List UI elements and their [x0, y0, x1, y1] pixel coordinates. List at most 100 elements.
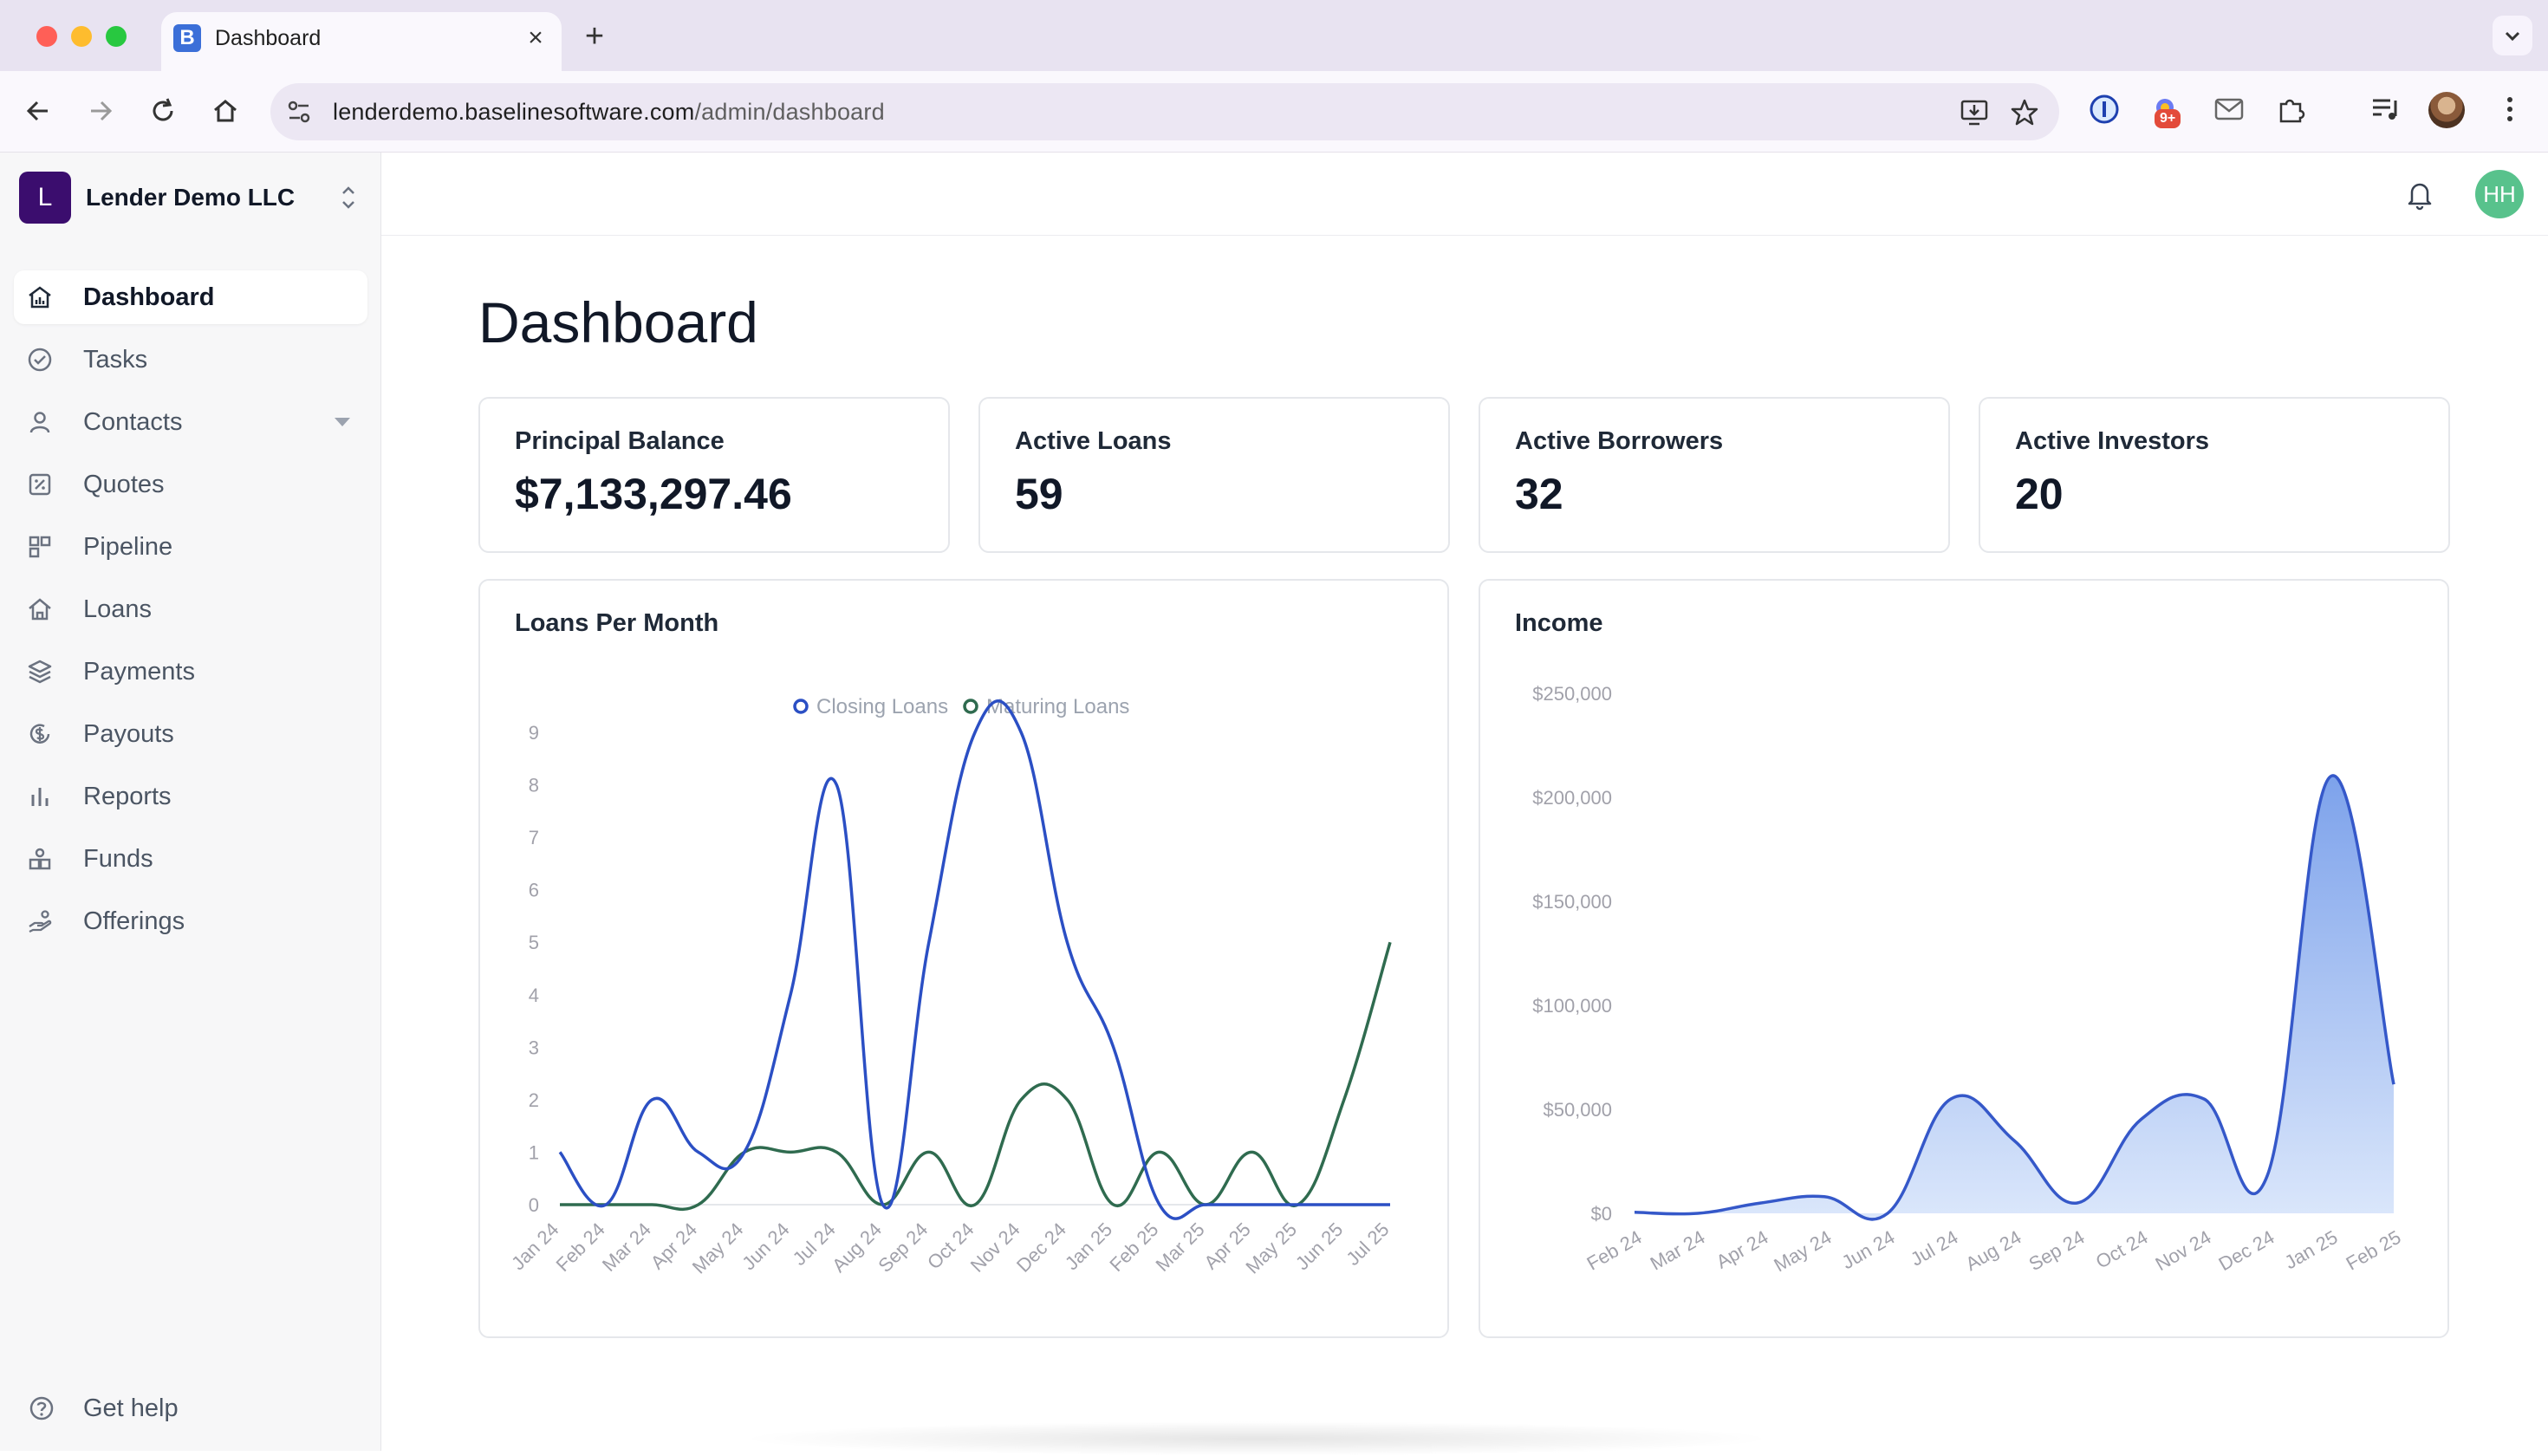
browser-tab-strip: B Dashboard × +: [0, 0, 2548, 71]
window-close-button[interactable]: [36, 26, 57, 47]
get-help-label: Get help: [83, 1394, 179, 1422]
url-text[interactable]: lenderdemo.baselinesoftware.com/admin/da…: [333, 97, 885, 127]
legend-label: Closing Loans: [816, 695, 948, 718]
browser-toolbar: lenderdemo.baselinesoftware.com/admin/da…: [0, 71, 2548, 153]
sidebar-item-label: Dashboard: [83, 283, 215, 311]
org-switcher[interactable]: L Lender Demo LLC: [19, 168, 362, 224]
series-line-closing-loans: [558, 699, 1390, 1220]
reload-button[interactable]: [142, 90, 184, 132]
sidebar-item-label: Funds: [83, 845, 153, 873]
x-tick-label: Feb 24: [1583, 1226, 1646, 1275]
sidebar-item-quotes[interactable]: Quotes: [14, 458, 367, 511]
window-zoom-button[interactable]: [106, 26, 127, 47]
stat-card-active-borrowers: Active Borrowers 32: [1479, 397, 1950, 553]
sidebar-item-label: Payments: [83, 658, 195, 686]
password-manager-extension-icon[interactable]: [2087, 92, 2122, 127]
sidebar-item-pipeline[interactable]: Pipeline: [14, 520, 367, 574]
sidebar: L Lender Demo LLC Dashboard Tasks Contac…: [0, 153, 381, 1451]
y-tick-label: 5: [529, 932, 539, 953]
y-tick-label: 7: [529, 827, 539, 848]
x-tick-label: Jun 24: [1838, 1226, 1899, 1274]
chevron-down-icon: [2505, 31, 2520, 42]
user-avatar[interactable]: HH: [2475, 170, 2524, 218]
media-controls-icon[interactable]: [2368, 92, 2402, 127]
org-name: Lender Demo LLC: [86, 184, 296, 211]
url-path: /admin/dashboard: [694, 99, 885, 125]
x-tick-label: Mar 25: [1152, 1219, 1209, 1276]
sidebar-item-funds[interactable]: Funds: [14, 832, 367, 886]
sidebar-item-offerings[interactable]: Offerings: [14, 894, 367, 948]
legend-item[interactable]: Closing Loans: [793, 695, 948, 718]
url-host: lenderdemo.baselinesoftware.com: [333, 99, 695, 125]
app: L Lender Demo LLC Dashboard Tasks Contac…: [0, 153, 2548, 1451]
bookmark-star-icon[interactable]: [2009, 97, 2040, 128]
x-tick-label: Feb 24: [552, 1219, 609, 1276]
forward-button[interactable]: [80, 90, 121, 132]
y-tick-label: $0: [1591, 1203, 1612, 1225]
browser-profile-avatar[interactable]: [2428, 92, 2465, 128]
sidebar-item-payments[interactable]: Payments: [14, 645, 367, 699]
browser-tab[interactable]: B Dashboard ×: [161, 12, 562, 71]
mail-extension-icon[interactable]: [2212, 92, 2246, 127]
x-tick-label: Jun 24: [738, 1219, 793, 1274]
x-tick-label: Mar 24: [1647, 1226, 1709, 1275]
address-bar[interactable]: lenderdemo.baselinesoftware.com/admin/da…: [270, 83, 2059, 140]
x-tick-label: Aug 24: [1962, 1226, 2025, 1276]
home-button[interactable]: [205, 90, 246, 132]
extensions-puzzle-icon[interactable]: [2274, 92, 2309, 127]
sidebar-item-loans[interactable]: Loans: [14, 582, 367, 636]
install-app-icon[interactable]: [1959, 97, 1990, 128]
x-tick-label: Sep 24: [2025, 1226, 2089, 1276]
x-tick-label: Oct 24: [2092, 1226, 2152, 1273]
sidebar-item-payouts[interactable]: Payouts: [14, 707, 367, 761]
y-tick-label: 0: [529, 1194, 539, 1216]
funds-icon: [29, 848, 51, 870]
x-tick-label: Feb 25: [1105, 1219, 1162, 1276]
window-minimize-button[interactable]: [71, 26, 92, 47]
sidebar-item-tasks[interactable]: Tasks: [14, 333, 367, 387]
y-tick-label: $150,000: [1532, 891, 1612, 913]
new-tab-button[interactable]: +: [584, 18, 605, 55]
browser-menu-icon[interactable]: [2493, 92, 2527, 127]
bell-icon[interactable]: [2402, 177, 2437, 211]
x-tick-label: May 25: [1241, 1219, 1301, 1278]
percent-doc-icon: [29, 473, 51, 496]
x-tick-label: Jun 25: [1291, 1219, 1347, 1274]
home-icon: [214, 100, 237, 122]
x-tick-label: Feb 25: [2343, 1226, 2405, 1275]
main-content: Dashboard Principal Balance $7,133,297.4…: [381, 236, 2548, 1451]
tab-search-button[interactable]: [2493, 16, 2532, 55]
top-bar: [381, 153, 2548, 236]
tab-close-icon[interactable]: ×: [528, 23, 543, 52]
sidebar-item-reports[interactable]: Reports: [14, 770, 367, 823]
x-tick-label: May 24: [688, 1219, 748, 1278]
stat-label: Principal Balance: [515, 427, 725, 455]
arrow-left-icon: [26, 101, 48, 121]
x-tick-label: Dec 24: [1012, 1219, 1070, 1277]
x-tick-label: Jan 25: [1061, 1219, 1116, 1274]
help-circle-icon: [29, 1396, 54, 1420]
stat-label: Active Borrowers: [1515, 427, 1724, 455]
y-tick-label: 3: [529, 1037, 539, 1058]
y-tick-label: 9: [529, 722, 539, 744]
back-button[interactable]: [17, 90, 59, 132]
get-help-link[interactable]: Get help: [28, 1388, 357, 1428]
loans-per-month-card: Loans Per Month 0 1 2 3 4 5 6 7 8 9 Jan 24 Feb 24 Ma…: [478, 579, 1449, 1338]
x-tick-label: Apr 24: [1713, 1226, 1772, 1273]
stat-value: 20: [2015, 470, 2064, 518]
caret-down-icon[interactable]: [335, 418, 350, 426]
sidebar-item-label: Payouts: [83, 720, 174, 748]
income-chart: $0 $50,000 $100,000 $150,000 $200,000 $250,00…: [1532, 683, 2405, 1276]
x-tick-label: Nov 24: [966, 1219, 1024, 1277]
stat-card-active-loans: Active Loans 59: [978, 397, 1450, 553]
income-card: Income $0 $50,000 $100,000 $150,000 $200,000…: [1479, 579, 2449, 1338]
series-line-maturing-loans: [560, 941, 1392, 1212]
bar-chart-icon: [31, 788, 49, 806]
legend-item[interactable]: Maturing Loans: [963, 695, 1129, 718]
stat-card-active-investors: Active Investors 20: [1979, 397, 2450, 553]
sidebar-item-contacts[interactable]: Contacts: [14, 395, 367, 449]
site-info-icon[interactable]: [284, 97, 314, 127]
check-circle-icon: [28, 348, 52, 372]
sidebar-item-dashboard[interactable]: Dashboard: [14, 270, 367, 324]
